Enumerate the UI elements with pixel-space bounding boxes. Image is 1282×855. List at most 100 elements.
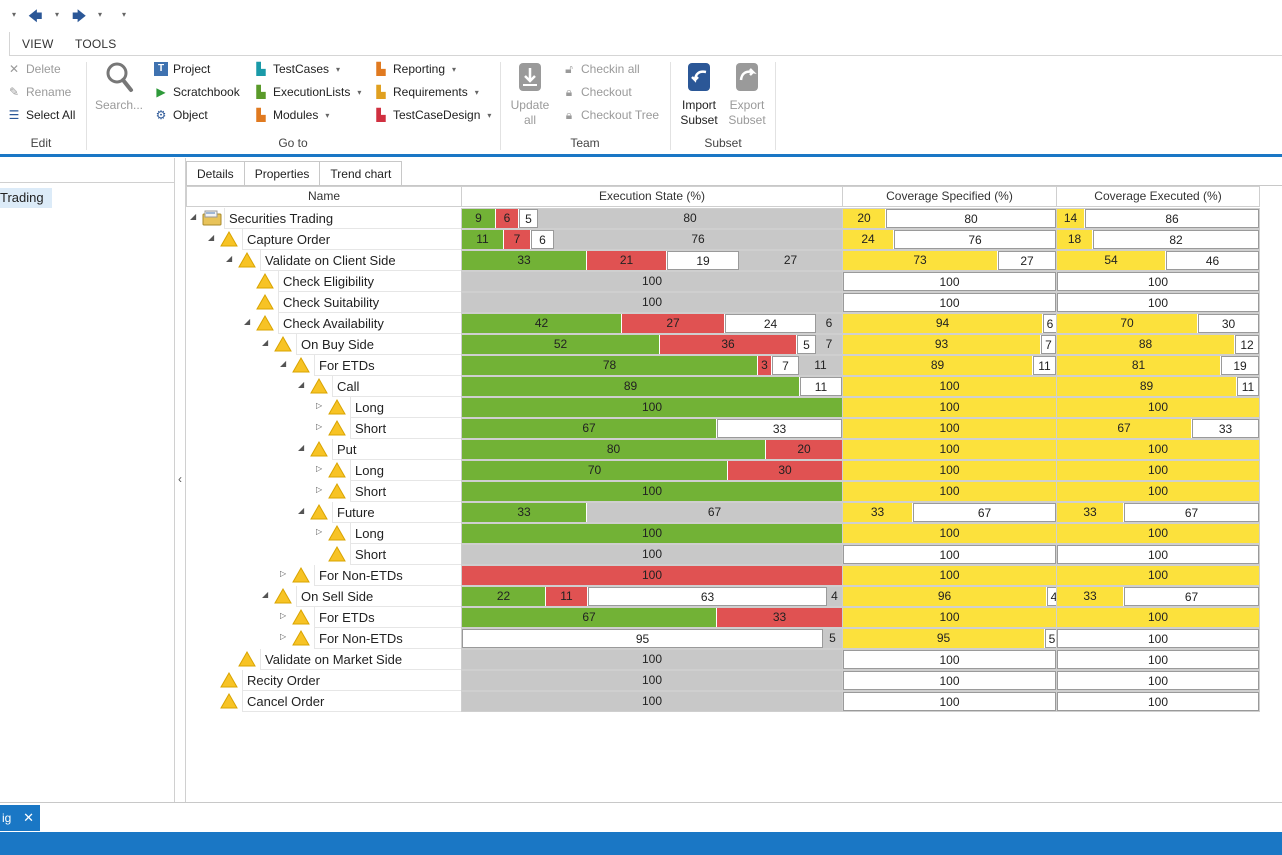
expand-node-icon[interactable]: ▷	[316, 464, 323, 473]
expand-node-icon[interactable]: ▷	[316, 401, 323, 410]
document-tab[interactable]: ig ✕	[0, 805, 40, 831]
expand-node-icon[interactable]: ▷	[280, 569, 287, 578]
expand-node-icon[interactable]: ▷	[280, 632, 287, 641]
row-name[interactable]: On Buy Side	[296, 334, 461, 355]
row-name[interactable]: For ETDs	[314, 355, 461, 376]
table-row[interactable]: Check Eligibility	[186, 271, 1282, 292]
table-row[interactable]: ▷ For Non-ETDs	[186, 565, 1282, 586]
row-name[interactable]: Validate on Market Side	[260, 649, 461, 670]
row-name[interactable]: Check Eligibility	[278, 271, 461, 292]
row-name[interactable]: Long	[350, 523, 461, 544]
table-row[interactable]: ▷ Short	[186, 481, 1282, 502]
scratchbook-button[interactable]: ▶ Scratchbook	[154, 85, 239, 99]
expand-node-icon[interactable]: ▷	[316, 485, 323, 494]
column-header-coverage-executed[interactable]: Coverage Executed (%)	[1056, 186, 1260, 207]
back-arrow-icon[interactable]: 🡄	[28, 8, 43, 24]
table-row[interactable]: ◢ Check Availability	[186, 313, 1282, 334]
table-row[interactable]: ◢ Future	[186, 502, 1282, 523]
collapse-node-icon[interactable]: ◢	[226, 254, 233, 263]
row-name[interactable]: Short	[350, 418, 461, 439]
tab-properties[interactable]: Properties	[243, 161, 321, 185]
row-name[interactable]: Long	[350, 460, 461, 481]
export-subset-button[interactable]: Export Subset	[722, 60, 772, 128]
table-row[interactable]: ▷ Long	[186, 397, 1282, 418]
rename-button[interactable]: ✎ Rename	[7, 85, 71, 99]
executionlists-button[interactable]: ▙ ExecutionLists ▾	[254, 85, 361, 99]
table-row[interactable]: Short	[186, 544, 1282, 565]
modules-button[interactable]: ▙ Modules ▾	[254, 108, 329, 122]
row-name[interactable]: Future	[332, 502, 461, 523]
table-row[interactable]: ◢ Capture Order	[186, 229, 1282, 250]
testcasedesign-button[interactable]: ▙ TestCaseDesign ▾	[374, 108, 491, 122]
table-row[interactable]: Cancel Order	[186, 691, 1282, 712]
row-name[interactable]: For Non-ETDs	[314, 628, 461, 649]
table-row[interactable]: ◢ Put	[186, 439, 1282, 460]
row-name[interactable]: Call	[332, 376, 461, 397]
tree-item-trading[interactable]: Trading	[0, 188, 52, 208]
tab-trend-chart[interactable]: Trend chart	[319, 161, 403, 185]
collapse-node-icon[interactable]: ◢	[262, 338, 269, 347]
collapse-pane-icon[interactable]: ‹	[178, 472, 182, 486]
table-row[interactable]: ▷ Long	[186, 460, 1282, 481]
collapse-node-icon[interactable]: ◢	[262, 590, 269, 599]
table-row[interactable]: Recity Order	[186, 670, 1282, 691]
table-row[interactable]: ▷ For Non-ETDs	[186, 628, 1282, 649]
table-row[interactable]: ◢ Securities Trading	[186, 208, 1282, 229]
table-row[interactable]: Validate on Market Side	[186, 649, 1282, 670]
chevron-down-icon[interactable]: ▾	[55, 10, 60, 19]
object-button[interactable]: ⚙ Object	[154, 108, 208, 122]
row-name[interactable]: Recity Order	[242, 670, 461, 691]
tab-view[interactable]: VIEW	[22, 37, 54, 51]
checkin-all-button[interactable]: 🔓︎ Checkin all	[562, 62, 640, 76]
expand-node-icon[interactable]: ▷	[316, 422, 323, 431]
row-name[interactable]: Securities Trading	[224, 208, 461, 229]
collapse-node-icon[interactable]: ◢	[244, 317, 251, 326]
reporting-button[interactable]: ▙ Reporting ▾	[374, 62, 456, 76]
row-name[interactable]: Cancel Order	[242, 691, 461, 712]
column-header-coverage-specified[interactable]: Coverage Specified (%)	[842, 186, 1057, 207]
row-name[interactable]: Check Availability	[278, 313, 461, 334]
row-name[interactable]: Put	[332, 439, 461, 460]
delete-button[interactable]: ✕ Delete	[7, 62, 61, 76]
forward-arrow-icon[interactable]: 🡆	[72, 8, 87, 24]
table-row[interactable]: ▷ For ETDs	[186, 607, 1282, 628]
row-name[interactable]: Long	[350, 397, 461, 418]
table-row[interactable]: ◢ For ETDs	[186, 355, 1282, 376]
customize-toolbar-icon[interactable]: ▾	[122, 10, 127, 19]
row-name[interactable]: For ETDs	[314, 607, 461, 628]
chevron-down-icon[interactable]: ▾	[98, 10, 103, 19]
row-name[interactable]: Short	[350, 544, 461, 565]
collapse-node-icon[interactable]: ◢	[190, 212, 197, 221]
row-name[interactable]: Check Suitability	[278, 292, 461, 313]
column-header-execution-state[interactable]: Execution State (%)	[461, 186, 843, 207]
table-row[interactable]: ▷ Short	[186, 418, 1282, 439]
table-row[interactable]: ◢ Call	[186, 376, 1282, 397]
import-subset-button[interactable]: Import Subset	[674, 60, 724, 128]
tab-details[interactable]: Details	[186, 161, 245, 185]
row-name[interactable]: Short	[350, 481, 461, 502]
column-header-name[interactable]: Name	[186, 186, 462, 207]
requirements-button[interactable]: ▙ Requirements ▾	[374, 85, 478, 99]
update-all-button[interactable]: Update all	[505, 60, 555, 128]
collapse-node-icon[interactable]: ◢	[298, 380, 305, 389]
collapse-node-icon[interactable]: ◢	[298, 443, 305, 452]
row-name[interactable]: Capture Order	[242, 229, 461, 250]
collapse-node-icon[interactable]: ◢	[280, 359, 287, 368]
collapse-node-icon[interactable]: ◢	[298, 506, 305, 515]
table-row[interactable]: Check Suitability	[186, 292, 1282, 313]
row-name[interactable]: On Sell Side	[296, 586, 461, 607]
table-row[interactable]: ◢ On Sell Side	[186, 586, 1282, 607]
collapse-node-icon[interactable]: ◢	[208, 233, 215, 242]
table-row[interactable]: ◢ Validate on Client Side	[186, 250, 1282, 271]
checkout-button[interactable]: 🔒︎ Checkout	[562, 85, 632, 99]
project-button[interactable]: T Project	[154, 62, 210, 76]
chevron-down-icon[interactable]: ▾	[12, 10, 17, 19]
row-name[interactable]: For Non-ETDs	[314, 565, 461, 586]
table-row[interactable]: ◢ On Buy Side	[186, 334, 1282, 355]
search-button[interactable]: Search...	[94, 60, 144, 113]
close-icon[interactable]: ✕	[23, 810, 34, 825]
expand-node-icon[interactable]: ▷	[280, 611, 287, 620]
testcases-button[interactable]: ▙ TestCases ▾	[254, 62, 340, 76]
expand-node-icon[interactable]: ▷	[316, 527, 323, 536]
select-all-button[interactable]: ☰ Select All	[7, 108, 76, 122]
